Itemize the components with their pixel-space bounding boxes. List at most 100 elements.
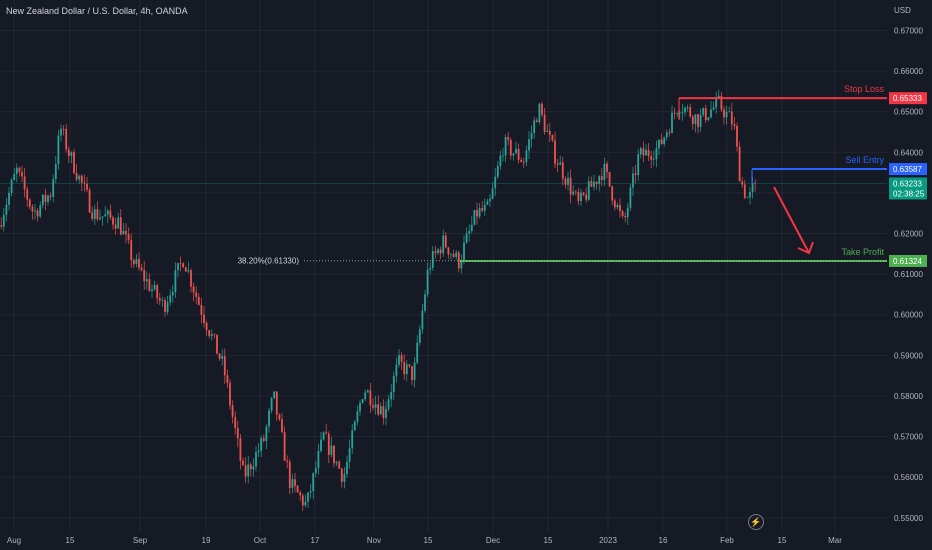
candle-body bbox=[684, 107, 686, 113]
candle-body bbox=[390, 392, 393, 400]
candle-body bbox=[725, 111, 728, 118]
candle-body bbox=[470, 224, 473, 231]
candle-body bbox=[585, 194, 588, 200]
candle-body bbox=[476, 210, 478, 217]
candle-body bbox=[533, 120, 536, 133]
candle-body bbox=[551, 135, 554, 141]
candle-body bbox=[483, 204, 486, 211]
x-tick-label: Sep bbox=[133, 536, 148, 545]
candle-body bbox=[275, 391, 278, 415]
candle-body bbox=[463, 242, 465, 260]
candle-body bbox=[60, 128, 62, 136]
candle-body bbox=[447, 247, 450, 255]
candle-body bbox=[720, 95, 723, 110]
candle-body bbox=[426, 269, 429, 295]
candle-body bbox=[252, 466, 255, 470]
candle-body bbox=[351, 430, 354, 449]
y-tick-label: 0.65000 bbox=[894, 108, 923, 117]
candle-body bbox=[541, 103, 543, 115]
candle-body bbox=[730, 111, 733, 125]
candle-body bbox=[520, 159, 523, 162]
candle-body bbox=[525, 150, 528, 163]
candle-body bbox=[15, 167, 18, 175]
take-profit-price-tag bbox=[889, 254, 927, 267]
candle-body bbox=[291, 479, 294, 488]
candle-body bbox=[49, 195, 52, 197]
candle-body bbox=[723, 109, 725, 118]
candle-body bbox=[626, 207, 629, 218]
time-axis[interactable]: Aug 15 Sep 19 Oct 17 Nov 15 Dec 15 2023 16 Feb 15 Mar bbox=[7, 536, 842, 545]
candle-body bbox=[203, 314, 205, 323]
candle-body bbox=[668, 132, 671, 134]
candle-body bbox=[642, 148, 645, 156]
candle-body bbox=[450, 253, 452, 255]
candle-body bbox=[164, 300, 166, 312]
candle-body bbox=[512, 153, 515, 156]
candle-body bbox=[260, 438, 263, 451]
candle-body bbox=[244, 465, 247, 477]
candle-body bbox=[153, 285, 156, 290]
candle-body bbox=[135, 259, 138, 265]
tradingview-logo-icon[interactable]: ⚡ bbox=[748, 514, 764, 530]
candle-body bbox=[223, 356, 226, 376]
candle-body bbox=[574, 191, 577, 193]
candle-body bbox=[80, 175, 83, 183]
candle-body bbox=[132, 260, 135, 265]
candle-body bbox=[86, 183, 88, 190]
candle-body bbox=[616, 204, 619, 208]
candle-body bbox=[122, 230, 125, 235]
x-tick-label: 15 bbox=[544, 536, 553, 545]
candle-body bbox=[580, 192, 582, 202]
candle-body bbox=[5, 204, 8, 215]
candle-body bbox=[73, 152, 75, 174]
x-tick-label: Nov bbox=[367, 536, 381, 545]
candle-body bbox=[624, 215, 627, 218]
candle-body bbox=[104, 214, 107, 217]
candle-body bbox=[184, 267, 187, 272]
candle-body bbox=[603, 163, 606, 180]
candle-body bbox=[348, 448, 351, 462]
candle-body bbox=[88, 189, 91, 213]
candle-body bbox=[364, 392, 367, 400]
candle-body bbox=[403, 362, 406, 375]
candle-body bbox=[13, 174, 16, 181]
sell-entry-price-label: 0.63587 bbox=[893, 165, 922, 174]
candle-body bbox=[398, 355, 400, 365]
arrow-head bbox=[797, 241, 814, 255]
candle-body bbox=[546, 130, 549, 133]
candle-body bbox=[314, 468, 317, 474]
candle-body bbox=[637, 154, 640, 175]
candle-body bbox=[658, 139, 660, 149]
candle-body bbox=[678, 112, 681, 114]
candle-body bbox=[39, 205, 42, 217]
candle-body bbox=[309, 491, 312, 493]
stop-loss-label: Stop Loss bbox=[844, 84, 885, 94]
candle-body bbox=[663, 137, 666, 145]
candle-body bbox=[249, 464, 252, 470]
candle-body bbox=[689, 107, 692, 117]
candle-body bbox=[746, 197, 749, 199]
y-tick-label: 0.64000 bbox=[894, 148, 923, 157]
candle-body bbox=[151, 289, 153, 291]
current-price-label: 0.63233 bbox=[893, 179, 922, 188]
candle-body bbox=[567, 177, 569, 185]
candle-body bbox=[717, 95, 720, 98]
candle-body bbox=[431, 251, 434, 268]
candle-body bbox=[652, 159, 655, 160]
candle-body bbox=[681, 112, 684, 114]
candle-body bbox=[143, 269, 146, 282]
candle-body bbox=[169, 295, 172, 303]
candle-body bbox=[234, 416, 237, 429]
candle-body bbox=[606, 163, 608, 172]
price-axis[interactable]: 0.55000 0.56000 0.57000 0.58000 0.59000 0.600… bbox=[889, 26, 927, 523]
candle-body bbox=[468, 230, 471, 234]
candle-body bbox=[418, 329, 421, 343]
y-tick-label: 0.62000 bbox=[894, 230, 923, 239]
candle-body bbox=[0, 225, 3, 227]
candle-body bbox=[195, 292, 198, 297]
candle-body bbox=[736, 126, 738, 147]
candle-body bbox=[655, 148, 658, 160]
candle-body bbox=[34, 210, 36, 212]
candlestick-series bbox=[0, 89, 757, 511]
